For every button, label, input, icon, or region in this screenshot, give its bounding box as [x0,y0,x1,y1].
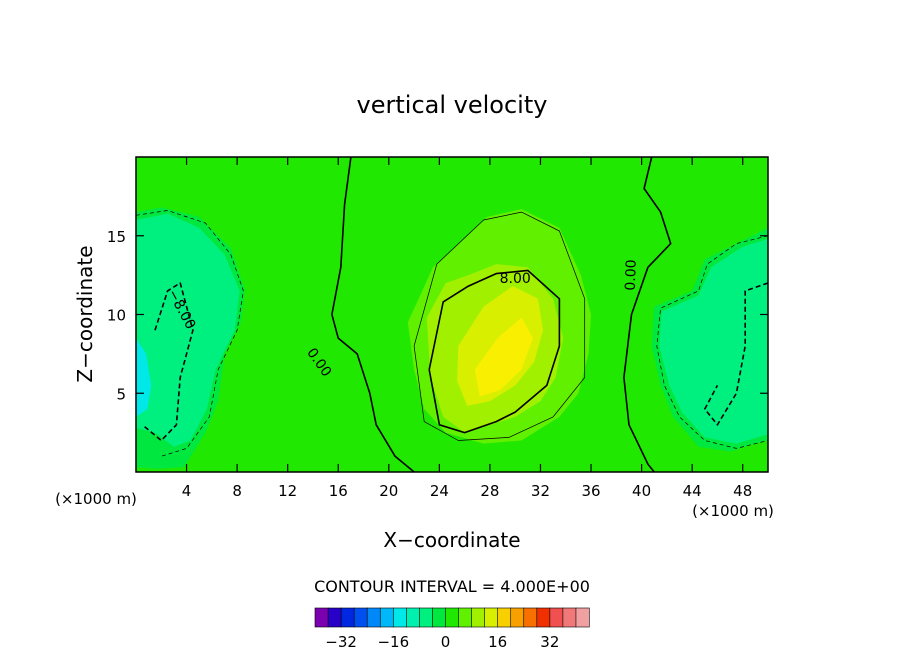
y-tick-label: 10 [107,307,126,325]
colorbar-ticks: −32 −16 0 16 32 [325,633,559,651]
zero-contour-left [331,156,415,473]
y-axis-label: Z−coordinate [73,245,97,382]
colorbar-tick-label: −16 [377,633,409,651]
colorbar-swatch [497,607,512,628]
zero-contour-right [623,156,672,473]
x-tick-label: 12 [278,482,297,500]
colorbar-swatch [523,607,538,628]
colorbar-swatch [471,607,486,628]
colorbar-swatch [484,607,499,628]
contour-label-0: 8.00 [500,271,531,287]
colorbar-swatch [419,607,434,628]
contour-minus-4-right [656,235,769,449]
x-unit-right: (×1000 m) [692,502,774,520]
colorbar-swatch [366,607,381,628]
x-tick-label: 16 [329,482,348,500]
y-tick-label: 5 [116,385,126,403]
negative-zone-left-mid [136,213,240,447]
negative-zone-right-mid [659,238,768,444]
contour-lines [135,156,769,473]
colorbar-swatch [353,607,368,628]
x-axis-label: X−coordinate [383,528,520,552]
colorbar-swatch [445,607,460,628]
colorbar-swatch [379,607,394,628]
x-tick-label: 36 [581,482,600,500]
x-tick-label: 32 [531,482,550,500]
colorbar-tick-label: 16 [488,633,507,651]
colorbar-swatch [392,607,407,628]
contour-interval-label: CONTOUR INTERVAL = 4.000E+00 [314,577,590,596]
colorbar-swatch [562,607,577,628]
colorbar [314,607,590,628]
velocity-field [136,157,768,472]
y-axis: 5 10 15 [107,228,768,403]
contour-minus-8-left [141,282,194,442]
negative-zone-left-core [136,338,152,417]
contour-label-1: 0.00 [623,259,640,291]
colorbar-swatch [432,607,447,628]
contour-4 [413,211,586,441]
x-tick-label: 44 [683,482,702,500]
colorbar-swatch [536,607,551,628]
contour-minus-4-left [135,210,244,457]
colorbar-swatch [406,607,420,628]
x-tick-label: 4 [182,482,192,500]
chart-title: vertical velocity [357,91,548,119]
colorbar-swatch [327,607,342,628]
colorbar-swatch [549,607,564,628]
colorbar-swatch [458,607,473,628]
colorbar-swatch [314,607,329,628]
colorbar-tick-label: 0 [441,633,451,651]
colorbar-tick-label: 32 [540,633,559,651]
x-unit-left: (×1000 m) [55,490,137,508]
x-tick-label: 48 [733,482,752,500]
x-tick-label: 8 [232,482,242,500]
contour-8 [428,269,561,434]
colorbar-swatch [575,607,590,628]
x-tick-label: 20 [379,482,398,500]
x-axis: 4 8 12 16 20 24 28 32 36 40 44 48 [182,157,752,500]
contour-minus-8-right [703,282,769,426]
updraft-max [474,317,533,397]
y-tick-label: 15 [107,228,126,246]
x-tick-label: 24 [430,482,449,500]
colorbar-swatch [510,607,525,628]
colorbar-tick-label: −32 [325,633,357,651]
x-tick-label: 40 [632,482,651,500]
x-tick-label: 28 [480,482,499,500]
colorbar-swatch [340,607,355,628]
